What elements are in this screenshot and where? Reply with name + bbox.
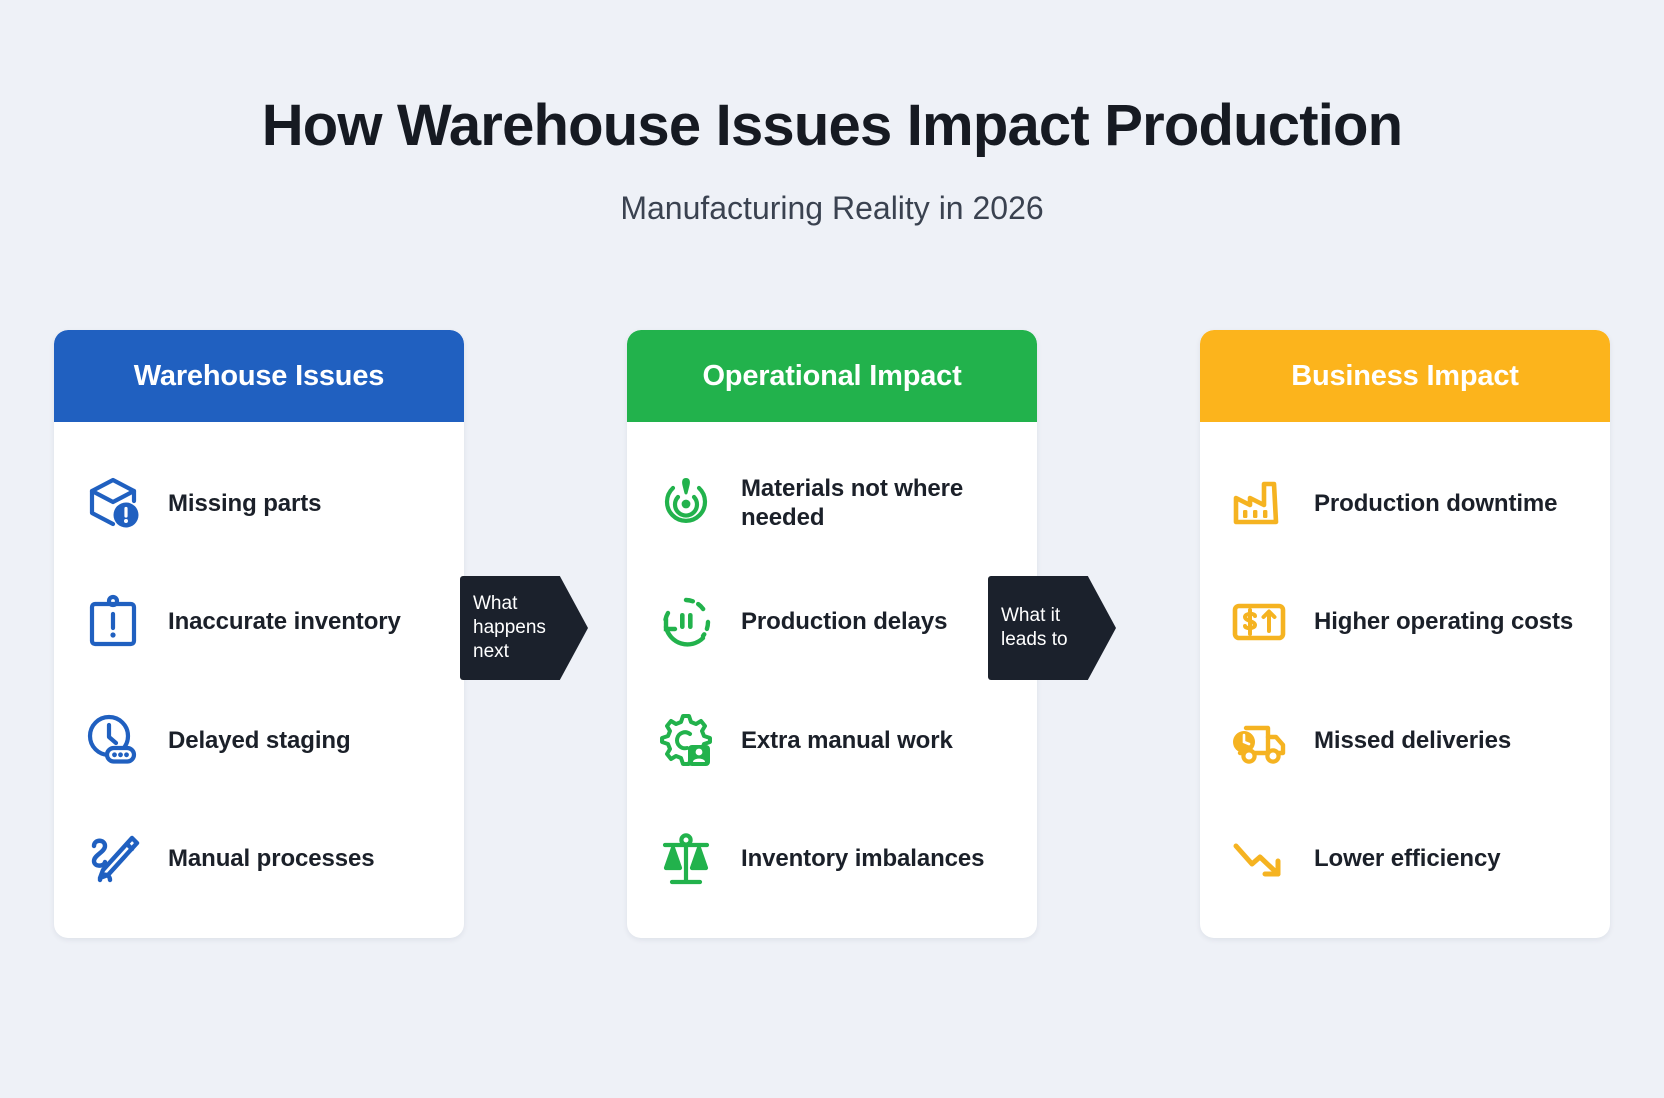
gear-person-icon — [653, 707, 719, 773]
list-item: Missing parts — [80, 457, 438, 549]
arrow-shape — [460, 576, 588, 680]
list-item-label: Inaccurate inventory — [168, 608, 401, 636]
factory-icon — [1226, 470, 1292, 536]
list-item-label: Delayed staging — [168, 726, 351, 754]
dollar-up-icon — [1226, 589, 1292, 655]
scales-icon — [653, 826, 719, 892]
list-item: Lower efficiency — [1226, 813, 1584, 905]
list-item-label: Extra manual work — [741, 726, 953, 754]
list-item-label: Production downtime — [1314, 489, 1558, 517]
columns-container: Warehouse Issues — [54, 330, 1610, 938]
list-item: Inaccurate inventory — [80, 576, 438, 668]
pen-scribble-icon — [80, 826, 146, 892]
card-title-warehouse-issues: Warehouse Issues — [133, 359, 385, 392]
clock-dots-icon — [80, 707, 146, 773]
pause-refresh-icon — [653, 589, 719, 655]
page-title: How Warehouse Issues Impact Production — [261, 93, 1403, 158]
arrow-shape — [988, 576, 1116, 680]
card-header-operational-impact: Operational Impact — [627, 330, 1037, 422]
list-item: Missed deliveries — [1226, 694, 1584, 786]
list-item: Production downtime — [1226, 457, 1584, 549]
card-body-warehouse-issues: Missing parts Inaccurate in — [54, 422, 464, 938]
list-item-label: Lower efficiency — [1314, 845, 1501, 873]
list-item-label: Materials not where needed — [741, 474, 964, 532]
list-item: Production delays — [653, 576, 1011, 668]
connector-arrow-what-it-leads-to: What it leads to — [988, 576, 1116, 680]
list-item: Materials not where needed — [653, 457, 1011, 549]
list-item: Delayed staging — [80, 694, 438, 786]
clipboard-exclamation-icon — [80, 589, 146, 655]
list-item-label: Manual processes — [168, 845, 375, 873]
connector-arrow-what-happens-next: What happens next — [460, 576, 588, 680]
list-item: Higher operating costs — [1226, 576, 1584, 668]
card-title-operational-impact: Operational Impact — [702, 359, 962, 392]
card-business-impact: Business Impact Production downtime — [1200, 330, 1610, 938]
truck-clock-icon — [1226, 707, 1292, 773]
card-warehouse-issues: Warehouse Issues — [54, 330, 464, 938]
connector-label: What it leads to — [1001, 605, 1068, 650]
card-body-business-impact: Production downtime — [1200, 422, 1610, 938]
list-item-label: Production delays — [741, 608, 948, 636]
box-alert-icon — [80, 470, 146, 536]
card-body-operational-impact: Materials not where needed — [627, 422, 1037, 938]
target-alert-icon — [653, 470, 719, 536]
list-item: Manual processes — [80, 813, 438, 905]
list-item-label: Inventory imbalances — [741, 845, 985, 873]
arrow-down-trend-icon — [1226, 826, 1292, 892]
list-item-label: Higher operating costs — [1314, 608, 1574, 636]
list-item-label: Missing parts — [168, 489, 322, 517]
list-item-label: Missed deliveries — [1314, 726, 1512, 754]
card-header-business-impact: Business Impact — [1200, 330, 1610, 422]
title-block: How Warehouse Issues Impact Production M… — [0, 93, 1664, 226]
list-item: Extra manual work — [653, 694, 1011, 786]
card-header-warehouse-issues: Warehouse Issues — [54, 330, 464, 422]
list-item: Inventory imbalances — [653, 813, 1011, 905]
card-operational-impact: Operational Impact Mater — [627, 330, 1037, 938]
page-subtitle: Manufacturing Reality in 2026 — [620, 189, 1044, 226]
card-title-business-impact: Business Impact — [1291, 359, 1519, 392]
connector-label: What happens next — [473, 593, 546, 662]
